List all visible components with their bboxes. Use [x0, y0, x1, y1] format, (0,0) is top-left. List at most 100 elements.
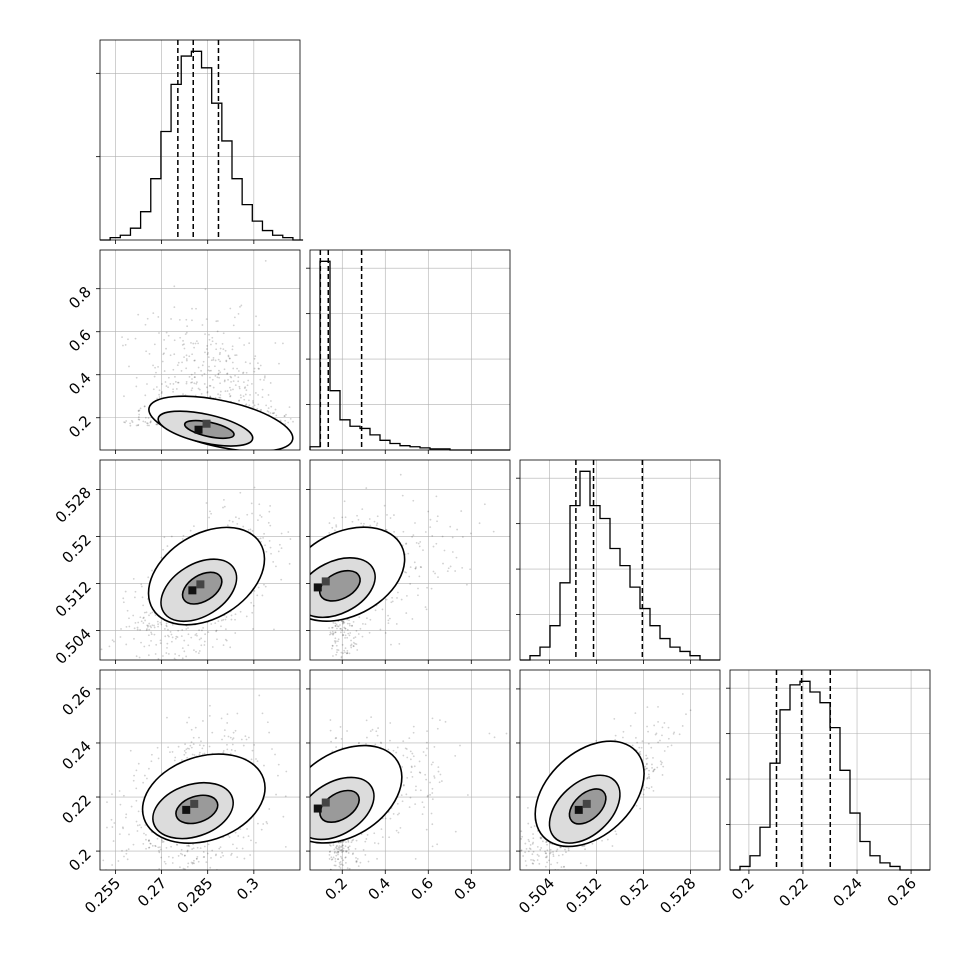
scatter-point	[111, 826, 113, 828]
hist-3-bin-8	[810, 692, 820, 870]
scatter-point	[448, 567, 450, 569]
scatter-point	[181, 370, 183, 372]
scatter-point	[345, 856, 347, 858]
scatter-point	[170, 318, 172, 320]
scatter-point	[119, 790, 121, 792]
scatter-point	[390, 644, 392, 646]
scatter-point	[365, 623, 367, 625]
scatter-point	[152, 365, 154, 367]
scatter-point	[284, 415, 286, 417]
scatter-point	[198, 861, 200, 863]
scatter-point	[348, 852, 350, 854]
scatter-point	[163, 536, 165, 538]
scatter-point	[168, 377, 170, 379]
scatter-point	[433, 775, 435, 777]
scatter-point	[270, 547, 272, 549]
scatter-point	[278, 551, 280, 553]
scatter-point	[184, 750, 186, 752]
scatter-point	[407, 553, 409, 555]
scatter-point	[414, 765, 416, 767]
scatter-point	[149, 843, 151, 845]
scatter-point	[193, 382, 195, 384]
scatter-point	[194, 372, 196, 374]
scatter-point	[386, 514, 388, 516]
scatter-point	[268, 411, 270, 413]
scatter-point	[238, 400, 240, 402]
scatter-point	[267, 721, 269, 723]
scatter-point	[147, 625, 149, 627]
scatter-point	[94, 782, 96, 784]
scatter-point	[373, 832, 375, 834]
scatter-point	[418, 543, 420, 545]
scatter-point	[420, 789, 422, 791]
scatter-point	[157, 838, 159, 840]
scatter-point	[189, 376, 191, 378]
hist-2-bin-16	[680, 651, 690, 660]
scatter-point	[236, 713, 238, 715]
scatter-point	[356, 840, 358, 842]
scatter-point	[119, 833, 121, 835]
scatter-point	[346, 850, 348, 852]
scatter-point	[376, 522, 378, 524]
scatter-point	[230, 737, 232, 739]
scatter-point	[422, 549, 424, 551]
pair-3-1-xtick-label-0: 0.2	[321, 874, 351, 904]
scatter-point	[164, 370, 166, 372]
scatter-point	[185, 752, 187, 754]
scatter-point	[311, 417, 313, 419]
scatter-point	[142, 421, 144, 423]
hist-2-bin-6	[580, 471, 590, 660]
scatter-point	[231, 749, 233, 751]
scatter-point	[336, 628, 338, 630]
scatter-point	[369, 619, 371, 621]
hist-2-bin-4	[560, 583, 570, 660]
scatter-point	[331, 858, 333, 860]
scatter-point	[203, 856, 205, 858]
scatter-point	[533, 851, 535, 853]
pair-3-1-xtick-label-2: 0.6	[408, 874, 438, 904]
scatter-point	[343, 873, 345, 875]
scatter-point	[145, 839, 147, 841]
scatter-point	[411, 618, 413, 620]
scatter-point	[328, 532, 330, 534]
scatter-point	[553, 871, 555, 873]
scatter-point	[196, 340, 198, 342]
scatter-point	[332, 844, 334, 846]
scatter-point	[406, 757, 408, 759]
scatter-point	[494, 736, 496, 738]
scatter-point	[233, 324, 235, 326]
scatter-point	[396, 597, 398, 599]
scatter-point	[349, 632, 351, 634]
scatter-point	[422, 801, 424, 803]
scatter-point	[333, 517, 335, 519]
scatter-point	[165, 348, 167, 350]
scatter-point	[437, 766, 439, 768]
scatter-point	[356, 860, 358, 862]
scatter-point	[223, 644, 225, 646]
scatter-point	[146, 611, 148, 613]
scatter-point	[432, 846, 434, 848]
scatter-point	[179, 871, 181, 873]
scatter-point	[164, 628, 166, 630]
scatter-point	[211, 872, 213, 874]
scatter-point	[249, 394, 251, 396]
scatter-point	[426, 829, 428, 831]
hist-0-bin-14	[242, 205, 252, 240]
scatter-point	[250, 529, 252, 531]
scatter-point	[228, 356, 230, 358]
scatter-point	[236, 847, 238, 849]
scatter-point	[270, 400, 272, 402]
scatter-point	[239, 492, 241, 494]
scatter-point	[440, 774, 442, 776]
scatter-point	[449, 526, 451, 528]
scatter-point	[268, 808, 270, 810]
scatter-point	[347, 840, 349, 842]
scatter-point	[408, 737, 410, 739]
scatter-point	[261, 516, 263, 518]
scatter-point	[329, 851, 331, 853]
scatter-point	[275, 415, 277, 417]
scatter-point	[148, 417, 150, 419]
scatter-point	[264, 377, 266, 379]
scatter-point	[436, 843, 438, 845]
scatter-point	[387, 749, 389, 751]
